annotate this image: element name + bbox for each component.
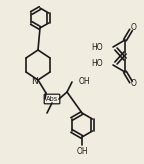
Text: HO: HO (91, 60, 103, 69)
Text: N: N (31, 76, 37, 85)
Text: O: O (131, 80, 137, 89)
Text: HO: HO (91, 43, 103, 52)
Text: OH: OH (79, 76, 91, 85)
Text: O: O (131, 23, 137, 32)
Text: OH: OH (76, 146, 88, 155)
FancyBboxPatch shape (44, 94, 60, 104)
Text: Abs: Abs (46, 96, 58, 102)
